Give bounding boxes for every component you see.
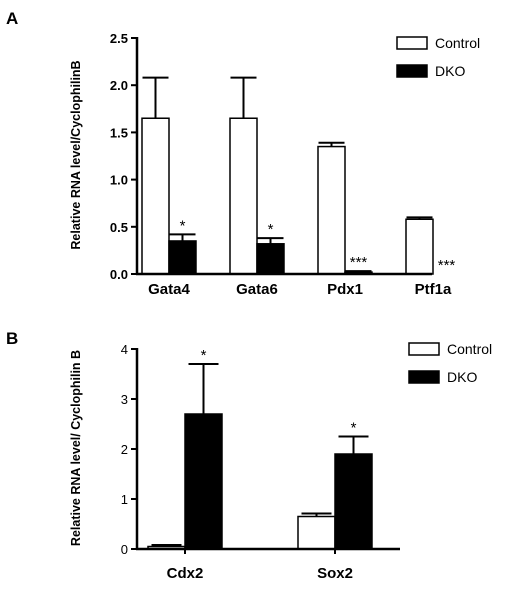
panel-b-axes — [135, 348, 400, 554]
y-tick-label: 1 — [121, 492, 128, 507]
legend-label: Control — [447, 341, 492, 357]
category-label: Pdx1 — [327, 281, 363, 298]
y-tick-label: 2 — [121, 442, 128, 457]
category-label: Ptf1a — [415, 281, 452, 298]
panel-b-categories: Cdx2 Sox2 — [167, 565, 353, 582]
significance-label: * — [268, 221, 274, 238]
y-tick-label: 1.0 — [110, 173, 128, 188]
category-label: Gata6 — [236, 281, 278, 298]
panel-b-legend: Control DKO — [408, 341, 492, 385]
category-label: Cdx2 — [167, 565, 204, 582]
y-tick-label: 4 — [121, 342, 128, 357]
bar — [168, 240, 197, 275]
panel-a-y-ticks: 0.0 0.5 1.0 1.5 2.0 2.5 — [110, 31, 137, 282]
panel-a: A Relative RNA level/CyclophilinB 0.0 0.5… — [6, 9, 480, 298]
panel-b-ylabel: Relative RNA level/ Cyclophilin B — [69, 350, 83, 546]
legend-swatch — [408, 370, 440, 384]
panel-a-legend: Control DKO — [396, 35, 480, 79]
category-label: Gata4 — [148, 281, 190, 298]
panel-a-letter: A — [6, 9, 18, 28]
category-label: Sox2 — [317, 565, 353, 582]
y-tick-label: 1.5 — [110, 125, 128, 140]
bar — [297, 515, 336, 550]
legend-label: DKO — [435, 63, 465, 79]
bar — [141, 117, 170, 275]
y-tick-label: 2.0 — [110, 78, 128, 93]
significance-label: *** — [438, 257, 456, 274]
panel-b-bars: ** — [147, 347, 373, 550]
legend-label: Control — [435, 35, 480, 51]
y-tick-label: 3 — [121, 392, 128, 407]
legend-swatch — [408, 342, 440, 356]
panel-b-letter: B — [6, 329, 18, 348]
significance-label: * — [180, 217, 186, 234]
panel-a-ylabel: Relative RNA level/CyclophilinB — [69, 60, 83, 249]
bar — [229, 117, 258, 275]
panel-b-y-ticks: 0 1 2 3 4 — [121, 342, 137, 557]
panel-b: B Relative RNA level/ Cyclophilin B 0 1 2 3… — [6, 329, 492, 582]
panel-a-axes — [135, 37, 432, 276]
legend-swatch — [396, 64, 428, 78]
y-tick-label: 0 — [121, 542, 128, 557]
y-tick-label: 0.5 — [110, 220, 128, 235]
legend-swatch — [396, 36, 428, 50]
legend-label: DKO — [447, 369, 477, 385]
bar — [334, 453, 373, 550]
panel-a-bars: * **** *** — [141, 76, 456, 275]
bar — [184, 413, 223, 550]
significance-label: * — [201, 347, 207, 364]
panel-a-categories: Gata4 Gata6 Pdx1 Ptf1a — [148, 281, 452, 298]
y-tick-label: 2.5 — [110, 31, 128, 46]
bar — [405, 218, 434, 275]
y-tick-label: 0.0 — [110, 267, 128, 282]
significance-label: * — [351, 420, 357, 437]
bar — [317, 145, 346, 275]
bar — [256, 243, 285, 275]
significance-label: *** — [350, 254, 368, 271]
